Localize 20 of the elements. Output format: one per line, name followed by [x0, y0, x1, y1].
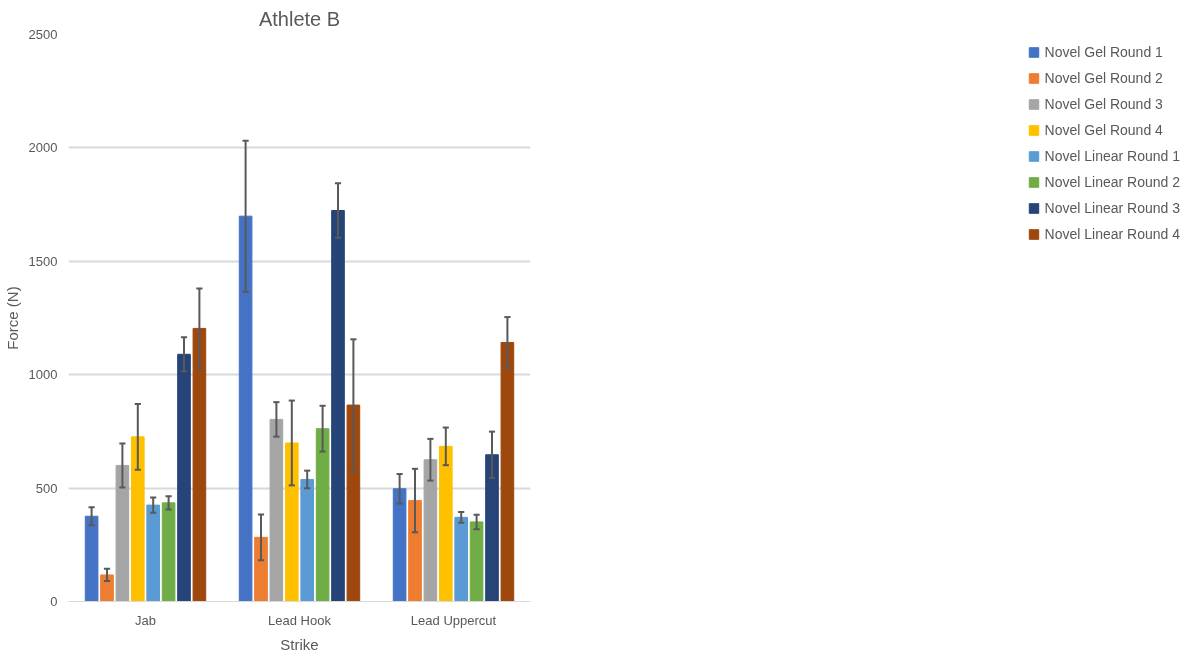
chart-title: Athlete B [258, 7, 341, 30]
x-axis-title: Strike [280, 635, 319, 653]
legend-label: Novel Gel Round 3 [1044, 96, 1163, 112]
legend-label: Novel Linear Round 4 [1044, 226, 1180, 242]
x-tick-label: Jab [135, 612, 156, 628]
y-tick-label: 1000 [28, 367, 58, 383]
legend-label: Novel Linear Round 2 [1044, 174, 1180, 190]
y-tick-label: 1500 [28, 253, 58, 269]
legend-label: Novel Linear Round 3 [1044, 200, 1180, 216]
legend-label: Novel Gel Round 4 [1044, 122, 1163, 138]
legend-label: Novel Gel Round 2 [1044, 70, 1163, 86]
y-tick-label: 500 [35, 480, 58, 496]
y-tick-label: 2000 [28, 140, 58, 156]
legend-label: Novel Gel Round 1 [1044, 44, 1163, 60]
legend-label: Novel Linear Round 1 [1044, 148, 1180, 164]
y-axis-title: Force (N) [3, 286, 21, 350]
y-tick-label: 0 [50, 594, 58, 609]
x-tick-label: Lead Hook [268, 612, 332, 628]
x-tick-label: Lead Uppercut [410, 612, 497, 628]
y-tick-label: 2500 [28, 27, 58, 42]
